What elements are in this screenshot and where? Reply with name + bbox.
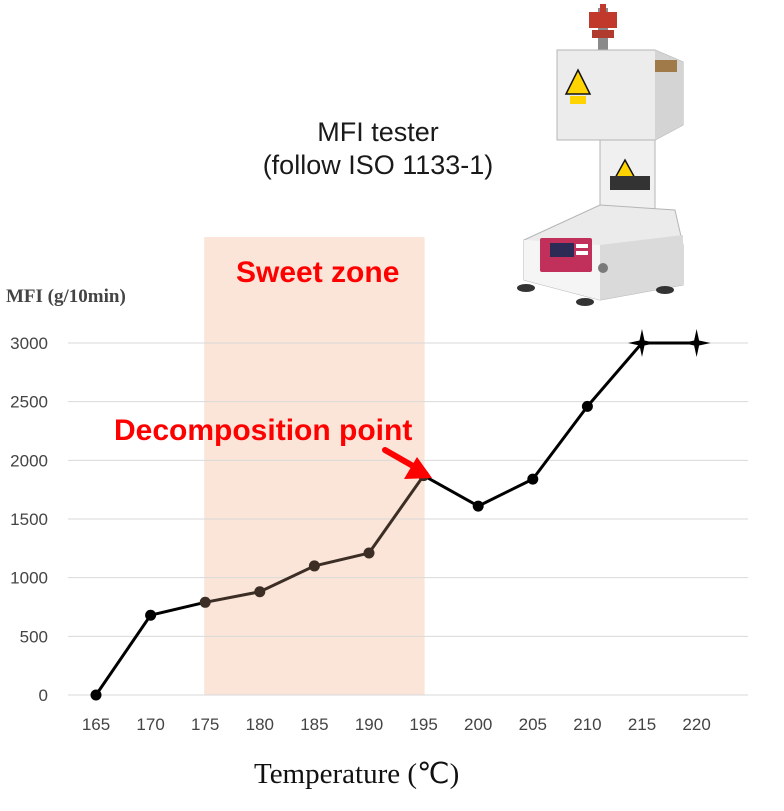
mfi-tester-image: [517, 4, 684, 306]
data-point: [308, 560, 320, 572]
series-segment: [585, 341, 644, 408]
series-segment: [367, 474, 426, 555]
sweet-zone-label: Sweet zone: [236, 256, 400, 289]
x-tick-label: 210: [573, 715, 601, 734]
data-point: [363, 547, 375, 559]
series-segment: [203, 590, 262, 604]
caption-line-2: (follow ISO 1133-1): [262, 150, 494, 180]
series-segment: [422, 474, 480, 508]
x-tick-label: 165: [82, 715, 110, 734]
x-tick-label: 190: [355, 715, 383, 734]
x-tick-label: 185: [300, 715, 328, 734]
x-tick-label: 215: [628, 715, 656, 734]
decomposition-point-label: Decomposition point: [114, 414, 413, 447]
sweet-zone-band: [204, 237, 425, 695]
data-point: [145, 609, 157, 621]
y-tick-label: 2500: [10, 393, 48, 412]
x-ticks: 165 170 175 180 185 190 195 200 205 210 215 220: [82, 715, 711, 734]
star-marker: [682, 329, 711, 357]
x-tick-label: 200: [464, 715, 492, 734]
data-point: [254, 586, 266, 598]
warning-label-icon: [564, 68, 592, 95]
x-tick-label: 180: [246, 715, 274, 734]
x-tick-label: 170: [136, 715, 164, 734]
star-marker: [628, 329, 656, 357]
data-point: [581, 400, 593, 412]
y-tick-label: 1000: [10, 569, 48, 588]
x-tick-label: 175: [191, 715, 219, 734]
series-line: [94, 341, 699, 697]
data-point: [199, 596, 211, 608]
y-tick-label: 3000: [10, 334, 48, 353]
x-axis-label: Temperature (℃): [254, 758, 460, 790]
series-segment: [476, 477, 535, 508]
y-tick-label: 2000: [10, 451, 48, 470]
y-axis-label: MFI (g/10min): [6, 286, 126, 307]
x-tick-label: 220: [682, 715, 710, 734]
tester-caption: MFI tester (follow ISO 1133-1): [228, 116, 528, 182]
caption-line-1: MFI tester: [317, 117, 439, 147]
data-point: [472, 500, 484, 512]
x-tick-label: 205: [519, 715, 547, 734]
data-point: [527, 473, 539, 485]
y-ticks: 0 500 1000 1500 2000 2500 3000: [10, 334, 48, 705]
series-segment: [312, 551, 371, 568]
series-segment: [531, 404, 589, 481]
series-segment: [258, 564, 316, 594]
series-segment: [94, 613, 153, 697]
x-tick-label: 195: [409, 715, 437, 734]
series-segment: [149, 600, 207, 617]
y-tick-label: 1500: [10, 510, 48, 529]
y-tick-label: 0: [39, 686, 48, 705]
data-point: [90, 689, 102, 701]
y-tick-label: 500: [20, 627, 48, 646]
decomposition-arrow: [382, 447, 432, 479]
